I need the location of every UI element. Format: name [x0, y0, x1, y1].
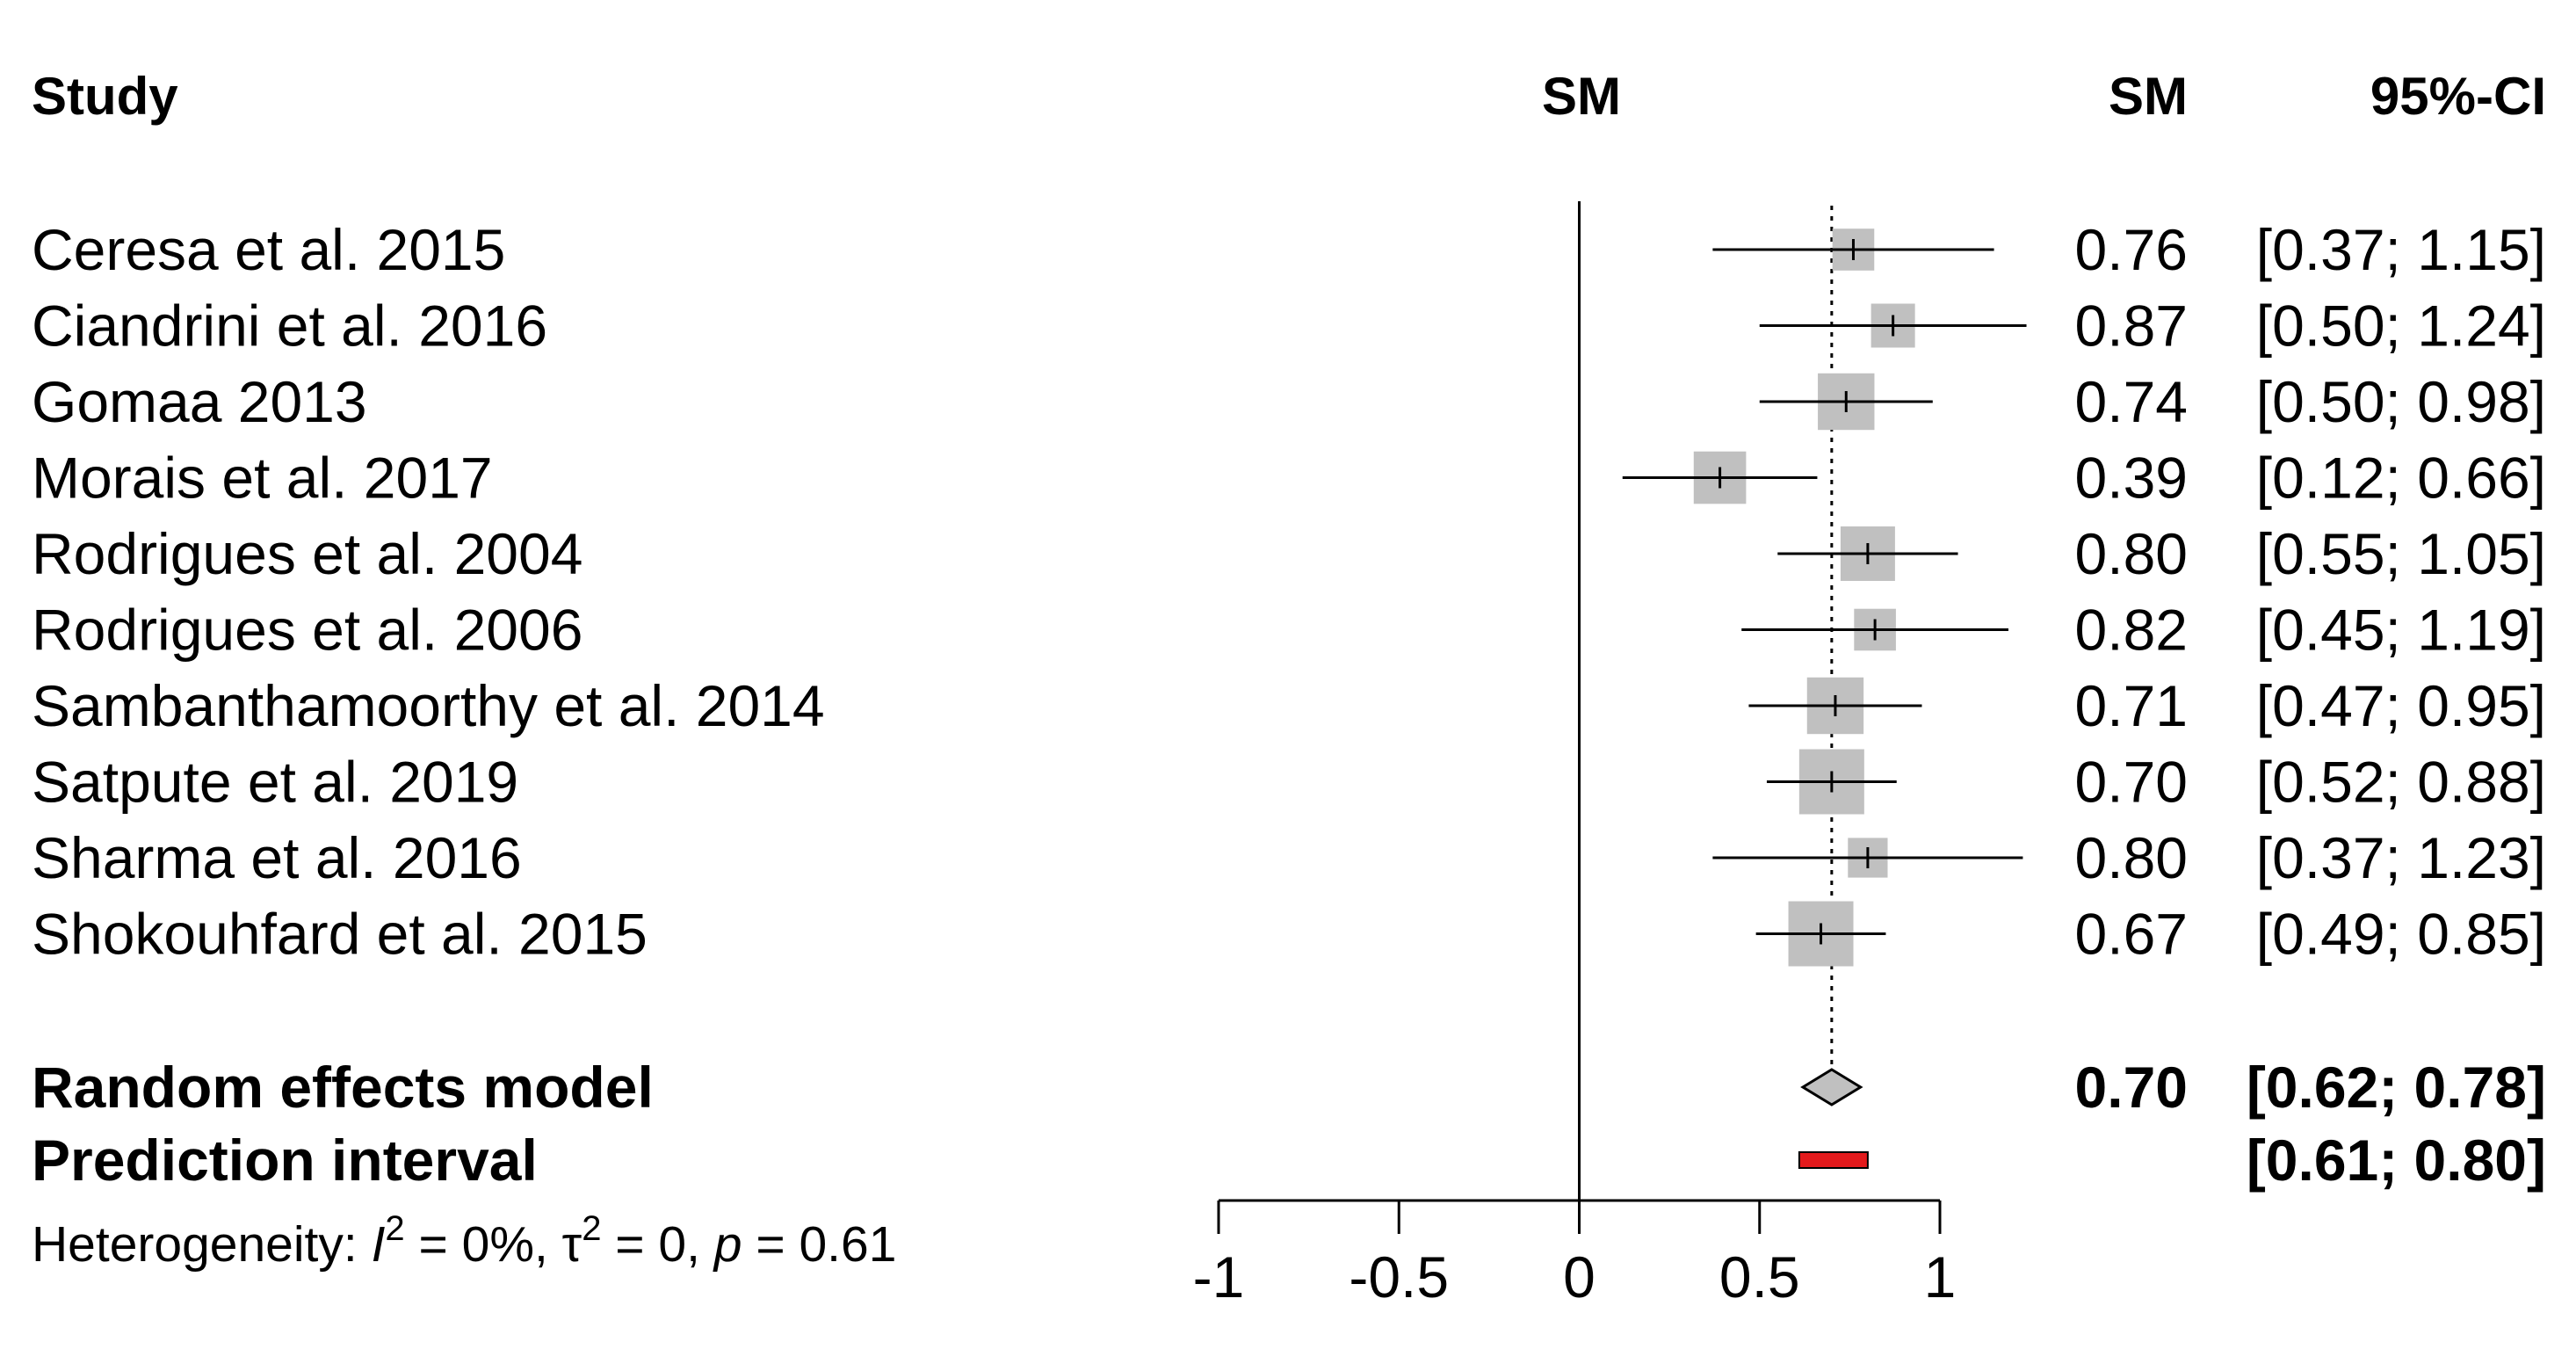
x-axis-tick-label: 0.5 [1719, 1244, 1800, 1309]
summary-diamond [1800, 1068, 1863, 1106]
summary-ci: [0.62; 0.78] [2247, 1055, 2546, 1120]
study-ci: [0.47; 0.95] [2256, 673, 2546, 738]
header-study: Study [32, 67, 178, 126]
header-plot: SM [1542, 67, 1621, 126]
x-axis: -1 -0.5 0 0.5 1 [1193, 1199, 1957, 1309]
study-estimate: 0.82 [2075, 598, 2188, 663]
study-name: Rodrigues et al. 2006 [32, 598, 582, 663]
study-name: Gomaa 2013 [32, 369, 367, 434]
study-ci: [0.12; 0.66] [2256, 446, 2546, 511]
study-ci: [0.55; 1.05] [2256, 521, 2546, 586]
study-estimate: 0.76 [2075, 217, 2188, 282]
study-name: Morais et al. 2017 [32, 446, 493, 511]
x-axis-tick-label: -1 [1193, 1244, 1245, 1309]
study-name: Satpute et al. 2019 [32, 750, 518, 815]
heterogeneity-text: Heterogeneity: I2 = 0%, τ2 = 0, p = 0.61 [32, 1209, 896, 1273]
study-estimate: 0.80 [2075, 825, 2188, 890]
study-estimate: 0.39 [2075, 446, 2188, 511]
study-estimate: 0.71 [2075, 673, 2188, 738]
study-name: Rodrigues et al. 2004 [32, 521, 582, 586]
summary-name: Random effects model [32, 1055, 654, 1120]
study-name: Sambanthamoorthy et al. 2014 [32, 673, 825, 738]
x-axis-tick-label: -0.5 [1349, 1244, 1449, 1309]
study-ci: [0.45; 1.19] [2256, 598, 2546, 663]
summary-estimate: 0.70 [2075, 1055, 2188, 1120]
header-estimate: SM [2109, 67, 2188, 126]
header-ci: 95%-CI [2370, 67, 2546, 126]
prediction-name: Prediction interval [32, 1128, 538, 1193]
study-names: Ceresa et al. 2015 Ciandrini et al. 2016 G… [32, 217, 825, 1193]
study-estimate: 0.87 [2075, 294, 2188, 359]
study-estimate: 0.67 [2075, 902, 2188, 967]
study-estimate: 0.80 [2075, 521, 2188, 586]
study-name: Ceresa et al. 2015 [32, 217, 505, 282]
ci-labels: [0.37; 1.15] [0.50; 1.24] [0.50; 0.98] [0.1… [2247, 217, 2546, 1193]
study-ci: [0.49; 0.85] [2256, 902, 2546, 967]
study-estimate: 0.70 [2075, 750, 2188, 815]
study-ci: [0.37; 1.15] [2256, 217, 2546, 282]
study-ci: [0.37; 1.23] [2256, 825, 2546, 890]
study-name: Ciandrini et al. 2016 [32, 294, 547, 359]
study-name: Sharma et al. 2016 [32, 825, 522, 890]
x-axis-tick-label: 0 [1563, 1244, 1596, 1309]
study-ci: [0.50; 0.98] [2256, 369, 2546, 434]
prediction-interval-bar [1798, 1151, 1869, 1169]
prediction-ci: [0.61; 0.80] [2247, 1128, 2546, 1193]
plot-marks [1578, 201, 2027, 1201]
study-ci: [0.52; 0.88] [2256, 750, 2546, 815]
estimate-labels: 0.76 0.87 0.74 0.39 0.80 0.82 0.71 0.70 0.80 0.67… [2075, 217, 2188, 1120]
study-estimate: 0.74 [2075, 369, 2188, 434]
study-name: Shokouhfard et al. 2015 [32, 902, 648, 967]
study-ci: [0.50; 1.24] [2256, 294, 2546, 359]
x-axis-tick-label: 1 [1924, 1244, 1957, 1309]
